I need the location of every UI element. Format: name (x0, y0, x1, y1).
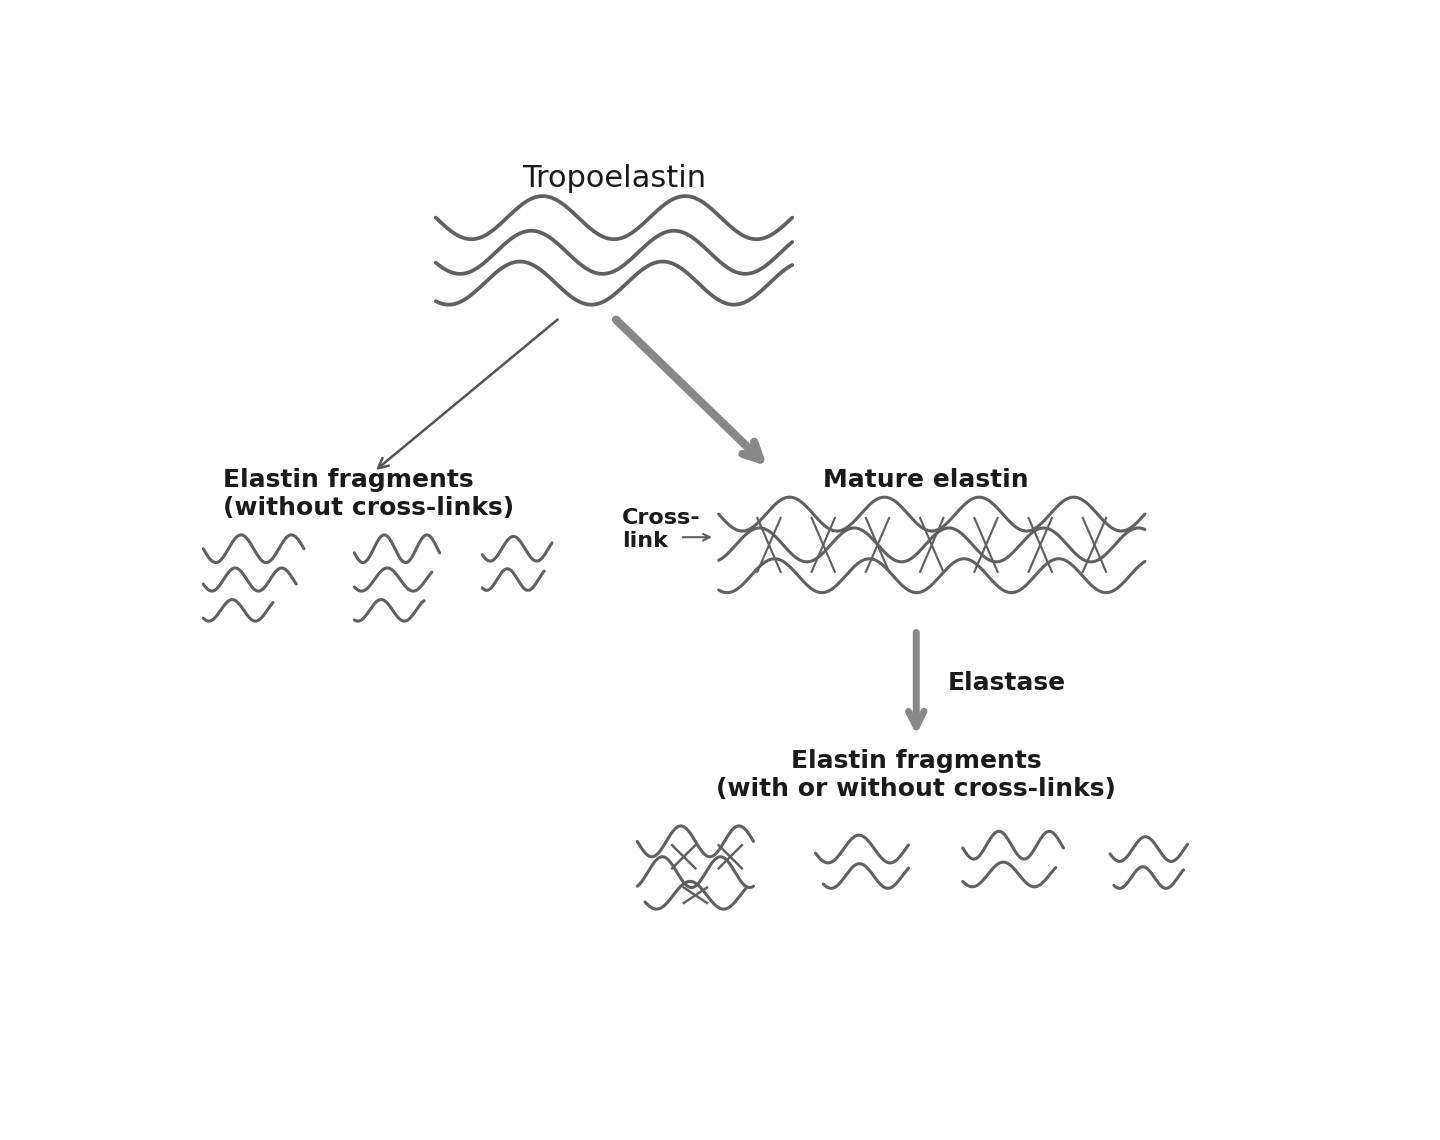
Text: Cross-
link: Cross- link (622, 508, 700, 551)
Text: Mature elastin: Mature elastin (824, 467, 1028, 491)
Text: Elastin fragments
(with or without cross-links): Elastin fragments (with or without cross… (716, 749, 1116, 800)
Text: Tropoelastin: Tropoelastin (521, 164, 706, 193)
Text: Elastase: Elastase (948, 671, 1066, 695)
Text: Elastin fragments
(without cross-links): Elastin fragments (without cross-links) (223, 467, 514, 520)
